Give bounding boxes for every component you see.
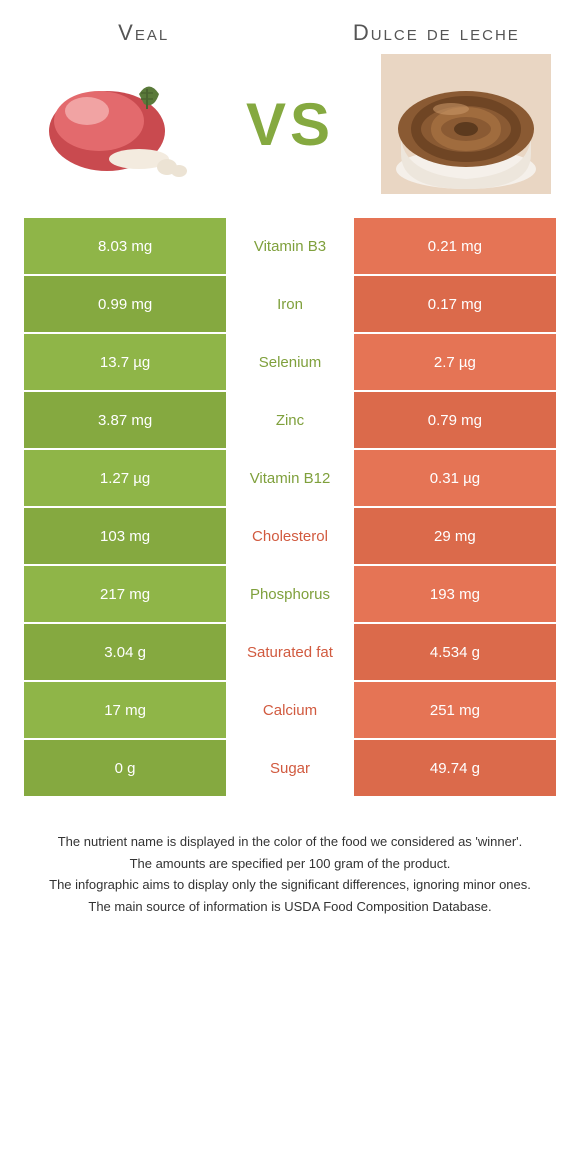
right-value: 29 mg [354, 508, 556, 564]
right-value: 0.21 mg [354, 218, 556, 274]
left-value: 3.87 mg [24, 392, 226, 448]
footer-line: The nutrient name is displayed in the co… [24, 832, 556, 852]
nutrient-name: Iron [226, 276, 354, 332]
nutrient-name: Saturated fat [226, 624, 354, 680]
right-value: 0.17 mg [354, 276, 556, 332]
nutrient-name: Selenium [226, 334, 354, 390]
dulce-image [376, 54, 556, 194]
right-value: 193 mg [354, 566, 556, 622]
nutrient-name: Calcium [226, 682, 354, 738]
nutrient-name: Vitamin B3 [226, 218, 354, 274]
left-value: 13.7 µg [24, 334, 226, 390]
nutrient-table: 8.03 mgVitamin B30.21 mg0.99 mgIron0.17 … [24, 218, 556, 796]
left-value: 0 g [24, 740, 226, 796]
left-value: 103 mg [24, 508, 226, 564]
left-value: 8.03 mg [24, 218, 226, 274]
table-row: 8.03 mgVitamin B30.21 mg [24, 218, 556, 274]
header-titles: Veal Dulce de leche [24, 20, 556, 46]
table-row: 103 mgCholesterol29 mg [24, 508, 556, 564]
table-row: 17 mgCalcium251 mg [24, 682, 556, 738]
footer-line: The amounts are specified per 100 gram o… [24, 854, 556, 874]
right-value: 251 mg [354, 682, 556, 738]
footer-line: The main source of information is USDA F… [24, 897, 556, 917]
right-value: 2.7 µg [354, 334, 556, 390]
table-row: 3.87 mgZinc0.79 mg [24, 392, 556, 448]
table-row: 0.99 mgIron0.17 mg [24, 276, 556, 332]
table-row: 217 mgPhosphorus193 mg [24, 566, 556, 622]
left-value: 3.04 g [24, 624, 226, 680]
veal-image [24, 54, 204, 194]
right-value: 4.534 g [354, 624, 556, 680]
right-food-title: Dulce de leche [317, 20, 556, 46]
nutrient-name: Cholesterol [226, 508, 354, 564]
table-row: 3.04 gSaturated fat4.534 g [24, 624, 556, 680]
images-row: VS [24, 54, 556, 194]
right-value: 49.74 g [354, 740, 556, 796]
nutrient-name: Zinc [226, 392, 354, 448]
nutrient-name: Phosphorus [226, 566, 354, 622]
right-value: 0.79 mg [354, 392, 556, 448]
nutrient-name: Vitamin B12 [226, 450, 354, 506]
left-value: 0.99 mg [24, 276, 226, 332]
table-row: 0 gSugar49.74 g [24, 740, 556, 796]
vs-label: VS [246, 90, 334, 159]
table-row: 1.27 µgVitamin B120.31 µg [24, 450, 556, 506]
footer-line: The infographic aims to display only the… [24, 875, 556, 895]
nutrient-name: Sugar [226, 740, 354, 796]
left-value: 217 mg [24, 566, 226, 622]
footer-notes: The nutrient name is displayed in the co… [24, 832, 556, 916]
left-value: 1.27 µg [24, 450, 226, 506]
left-food-title: Veal [24, 20, 263, 46]
right-value: 0.31 µg [354, 450, 556, 506]
table-row: 13.7 µgSelenium2.7 µg [24, 334, 556, 390]
left-value: 17 mg [24, 682, 226, 738]
